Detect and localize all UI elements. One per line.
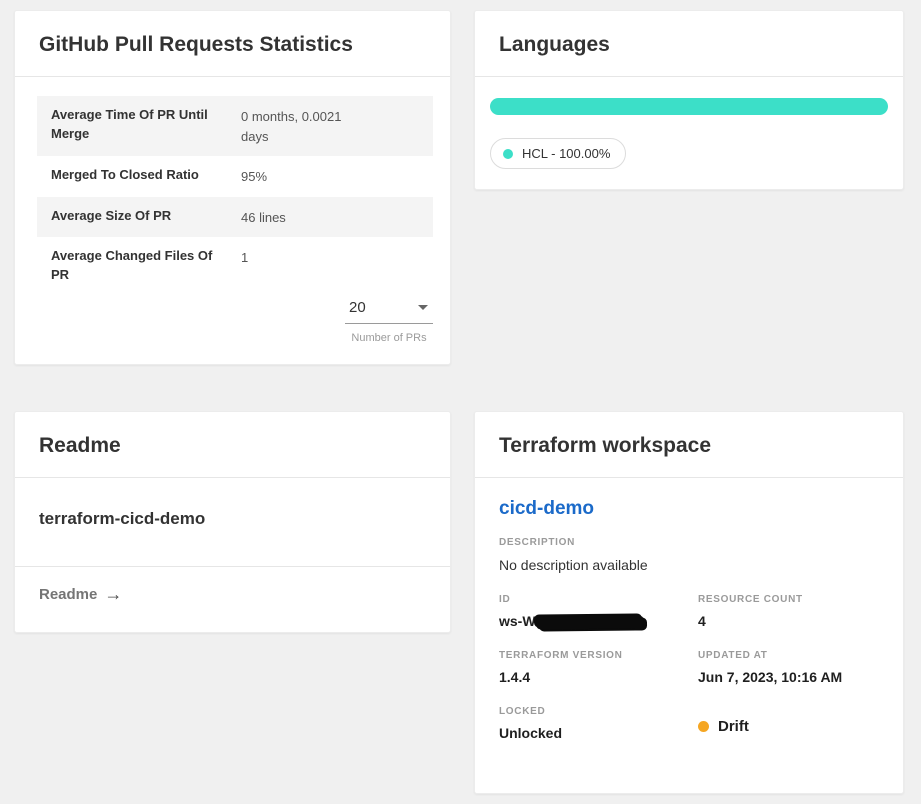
workspace-detail-grid: ID ws-W RESOURCE COUNT 4 TERRAFORM VERSI… bbox=[499, 573, 879, 741]
updated-at-value: Jun 7, 2023, 10:16 AM bbox=[698, 669, 843, 685]
repo-name: terraform-cicd-demo bbox=[39, 509, 206, 528]
divider bbox=[475, 477, 903, 478]
terraform-workspace-card: Terraform workspace cicd-demo DESCRIPTIO… bbox=[474, 411, 904, 794]
languages-body: HCL - 100.00% bbox=[475, 77, 903, 169]
divider bbox=[15, 76, 450, 77]
drift-label: Drift bbox=[718, 718, 749, 735]
divider bbox=[15, 477, 450, 478]
languages-title: Languages bbox=[499, 33, 610, 56]
id-visible-text: ws-W bbox=[499, 613, 536, 629]
table-row: Average Time Of PR Until Merge 0 months,… bbox=[37, 96, 433, 156]
languages-card: Languages HCL - 100.00% bbox=[474, 10, 904, 190]
table-row: Average Changed Files Of PR 1 bbox=[37, 237, 433, 295]
pr-count-value: 20 bbox=[349, 299, 366, 316]
divider bbox=[475, 76, 903, 77]
pr-statistics-card: GitHub Pull Requests Statistics Average … bbox=[14, 10, 451, 365]
language-legend-pill: HCL - 100.00% bbox=[490, 138, 627, 169]
stat-label: Average Changed Files Of PR bbox=[51, 248, 213, 282]
locked-cell: LOCKED Unlocked bbox=[499, 706, 680, 741]
stat-value: 46 lines bbox=[241, 209, 286, 225]
stat-label: Average Time Of PR Until Merge bbox=[51, 107, 208, 141]
pr-count-caption: Number of PRs bbox=[351, 332, 427, 344]
table-row: Average Size Of PR 46 lines bbox=[37, 196, 433, 237]
stat-value: 95% bbox=[241, 169, 268, 184]
updated-at-cell: UPDATED AT Jun 7, 2023, 10:16 AM bbox=[698, 650, 879, 685]
workspace-id-cell: ID ws-W bbox=[499, 594, 680, 630]
resource-count-value: 4 bbox=[698, 613, 706, 629]
workspace-title: Terraform workspace bbox=[499, 434, 712, 457]
terraform-version-label: TERRAFORM VERSION bbox=[499, 650, 623, 661]
language-label: HCL - 100.00% bbox=[522, 146, 611, 161]
language-bar bbox=[490, 98, 888, 115]
id-label: ID bbox=[499, 594, 511, 605]
workspace-name-link[interactable]: cicd-demo bbox=[499, 498, 595, 519]
resource-count-label: RESOURCE COUNT bbox=[698, 594, 803, 605]
divider bbox=[15, 566, 450, 567]
readme-card: Readme terraform-cicd-demo Readme → bbox=[14, 411, 451, 633]
arrow-right-icon: → bbox=[104, 584, 123, 604]
readme-title: Readme bbox=[39, 434, 121, 457]
readme-link[interactable]: Readme → bbox=[15, 567, 450, 623]
drift-status: Drift bbox=[698, 712, 879, 741]
stat-value: 1 bbox=[241, 250, 249, 265]
pr-count-select[interactable]: 20 bbox=[345, 296, 433, 324]
table-row: Merged To Closed Ratio 95% bbox=[37, 156, 433, 197]
language-dot-icon bbox=[503, 148, 513, 159]
stat-label: Average Size Of PR bbox=[51, 207, 172, 223]
updated-at-label: UPDATED AT bbox=[698, 650, 768, 661]
workspace-body: cicd-demo DESCRIPTION No description ava… bbox=[475, 478, 903, 765]
stat-value: 0 months, 0.0021 days bbox=[241, 109, 342, 144]
pr-count-select-block: 20 Number of PRs bbox=[345, 296, 433, 344]
stat-label: Merged To Closed Ratio bbox=[51, 167, 199, 182]
locked-label: LOCKED bbox=[499, 706, 546, 717]
id-value: ws-W bbox=[499, 613, 680, 630]
locked-value: Unlocked bbox=[499, 725, 563, 741]
pr-statistics-title: GitHub Pull Requests Statistics bbox=[39, 33, 353, 56]
terraform-version-value: 1.4.4 bbox=[499, 669, 531, 685]
description-label: DESCRIPTION bbox=[499, 537, 576, 548]
description-value: No description available bbox=[499, 557, 648, 573]
resource-count-cell: RESOURCE COUNT 4 bbox=[698, 594, 879, 629]
pr-stats-table: Average Time Of PR Until Merge 0 months,… bbox=[37, 96, 433, 295]
chevron-down-icon bbox=[418, 305, 428, 310]
redaction-scribble bbox=[535, 615, 644, 630]
drift-dot-icon bbox=[698, 721, 709, 732]
readme-link-label: Readme bbox=[39, 585, 98, 603]
terraform-version-cell: TERRAFORM VERSION 1.4.4 bbox=[499, 650, 680, 685]
